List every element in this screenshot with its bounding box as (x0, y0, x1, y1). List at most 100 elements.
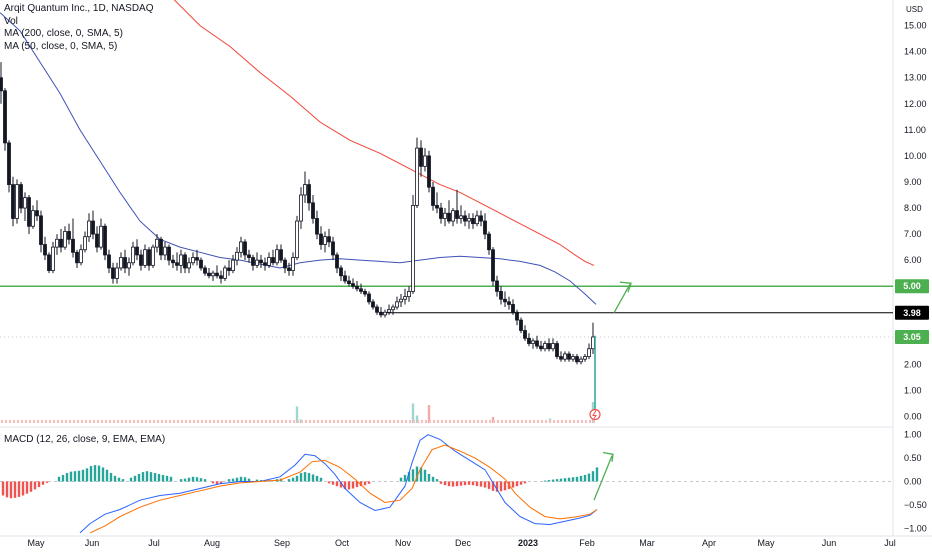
volume-bar (329, 420, 331, 423)
candle-body (96, 234, 99, 247)
volume-bar (197, 420, 199, 423)
price-tick-label: 0.00 (904, 411, 922, 421)
candle-body (88, 221, 91, 237)
legend-indicator-ma50: MA (50, close, 0, SMA, 5) (4, 41, 154, 54)
macd-histogram-bar (348, 481, 350, 489)
volume-bar (29, 420, 31, 423)
volume-bar (77, 420, 79, 423)
candle-body (12, 185, 15, 219)
time-tick-label: Jun (85, 538, 100, 548)
volume-bar (85, 420, 87, 423)
macd-histogram-bar (30, 481, 32, 491)
macd-histogram-bar (328, 481, 330, 483)
candle-body (220, 276, 223, 279)
ma200-line (174, 0, 594, 265)
candle-body (384, 312, 387, 315)
volume-bar (109, 420, 111, 423)
candle-body (544, 344, 547, 349)
macd-histogram-bar (94, 465, 96, 481)
volume-bar (57, 420, 59, 423)
candle-body (24, 198, 27, 208)
macd-histogram-bar (444, 481, 446, 485)
candle-body (408, 291, 411, 296)
candle-body (588, 349, 591, 357)
candle-body (524, 330, 527, 338)
macd-histogram-bar (568, 478, 570, 482)
macd-histogram-bar (14, 481, 16, 497)
candle-body (28, 198, 31, 227)
candle-body (76, 252, 79, 262)
volume-bar (141, 420, 143, 423)
time-tick-label: Aug (204, 538, 220, 548)
candle-body (356, 286, 359, 289)
candle-body (68, 231, 71, 239)
time-tick-label: Oct (335, 538, 350, 548)
macd-histogram-bar (544, 481, 546, 482)
volume-bar (177, 420, 179, 423)
macd-histogram-bar (512, 481, 514, 487)
macd-histogram-bar (500, 481, 502, 491)
macd-histogram-bar (70, 472, 72, 482)
candle-body (136, 247, 139, 255)
price-tick-label: 9.00 (904, 177, 922, 187)
candle-body (120, 258, 123, 268)
volume-bar (265, 420, 267, 423)
macd-histogram-bar (524, 481, 526, 483)
price-tick-label: 15.00 (904, 21, 927, 31)
volume-bar (525, 420, 527, 423)
macd-histogram-bar (456, 481, 458, 486)
volume-bar (213, 420, 215, 423)
macd-histogram-bar (102, 467, 104, 481)
annotation-arrow (614, 284, 630, 313)
price-label-text: 3.05 (903, 332, 921, 342)
volume-bar (241, 420, 243, 423)
candle-body (200, 260, 203, 268)
macd-histogram-bar (6, 481, 8, 497)
volume-bar (409, 420, 411, 423)
macd-histogram-bar (62, 475, 64, 482)
macd-histogram-bar (86, 468, 88, 481)
volume-bar (545, 420, 547, 423)
volume-bar (73, 420, 75, 423)
macd-histogram-bar (432, 477, 434, 482)
macd-histogram-bar (236, 478, 238, 482)
candle-body (560, 357, 563, 360)
volume-bar (505, 420, 507, 423)
volume-bar (593, 420, 595, 423)
candle-body (512, 304, 515, 312)
candle-body (168, 247, 171, 260)
macd-histogram-bar (460, 481, 462, 485)
macd-histogram-bar (34, 481, 36, 489)
legend-indicator-volume: Vol (4, 16, 154, 29)
macd-histogram-bar (46, 481, 48, 482)
macd-histogram-bar (162, 475, 164, 482)
candle-body (336, 255, 339, 268)
volume-bar (493, 420, 495, 423)
volume-bar (129, 420, 131, 423)
macd-legend: MACD (12, 26, close, 9, EMA, EMA) (4, 434, 165, 445)
candle-body (464, 216, 467, 221)
volume-bar (477, 420, 479, 423)
volume-bar (49, 420, 51, 423)
volume-bar (309, 420, 311, 423)
candle-body (372, 302, 375, 307)
volume-bar (529, 420, 531, 423)
candle-body (48, 255, 51, 271)
candle-body (164, 247, 167, 255)
candle-body (36, 211, 39, 216)
macd-histogram-bar (560, 479, 562, 482)
macd-histogram-bar (288, 479, 290, 481)
volume-bar (313, 420, 315, 423)
candle-body (476, 216, 479, 224)
volume-bar (33, 420, 35, 423)
volume-bar (221, 420, 223, 423)
candle-body (368, 294, 371, 302)
volume-bar (465, 420, 467, 423)
candle-body (472, 218, 475, 223)
candle-body (208, 273, 211, 276)
volume-bar (561, 420, 563, 423)
macd-histogram-bar (428, 474, 430, 481)
macd-histogram-bar (488, 481, 490, 488)
volume-bar (317, 420, 319, 423)
